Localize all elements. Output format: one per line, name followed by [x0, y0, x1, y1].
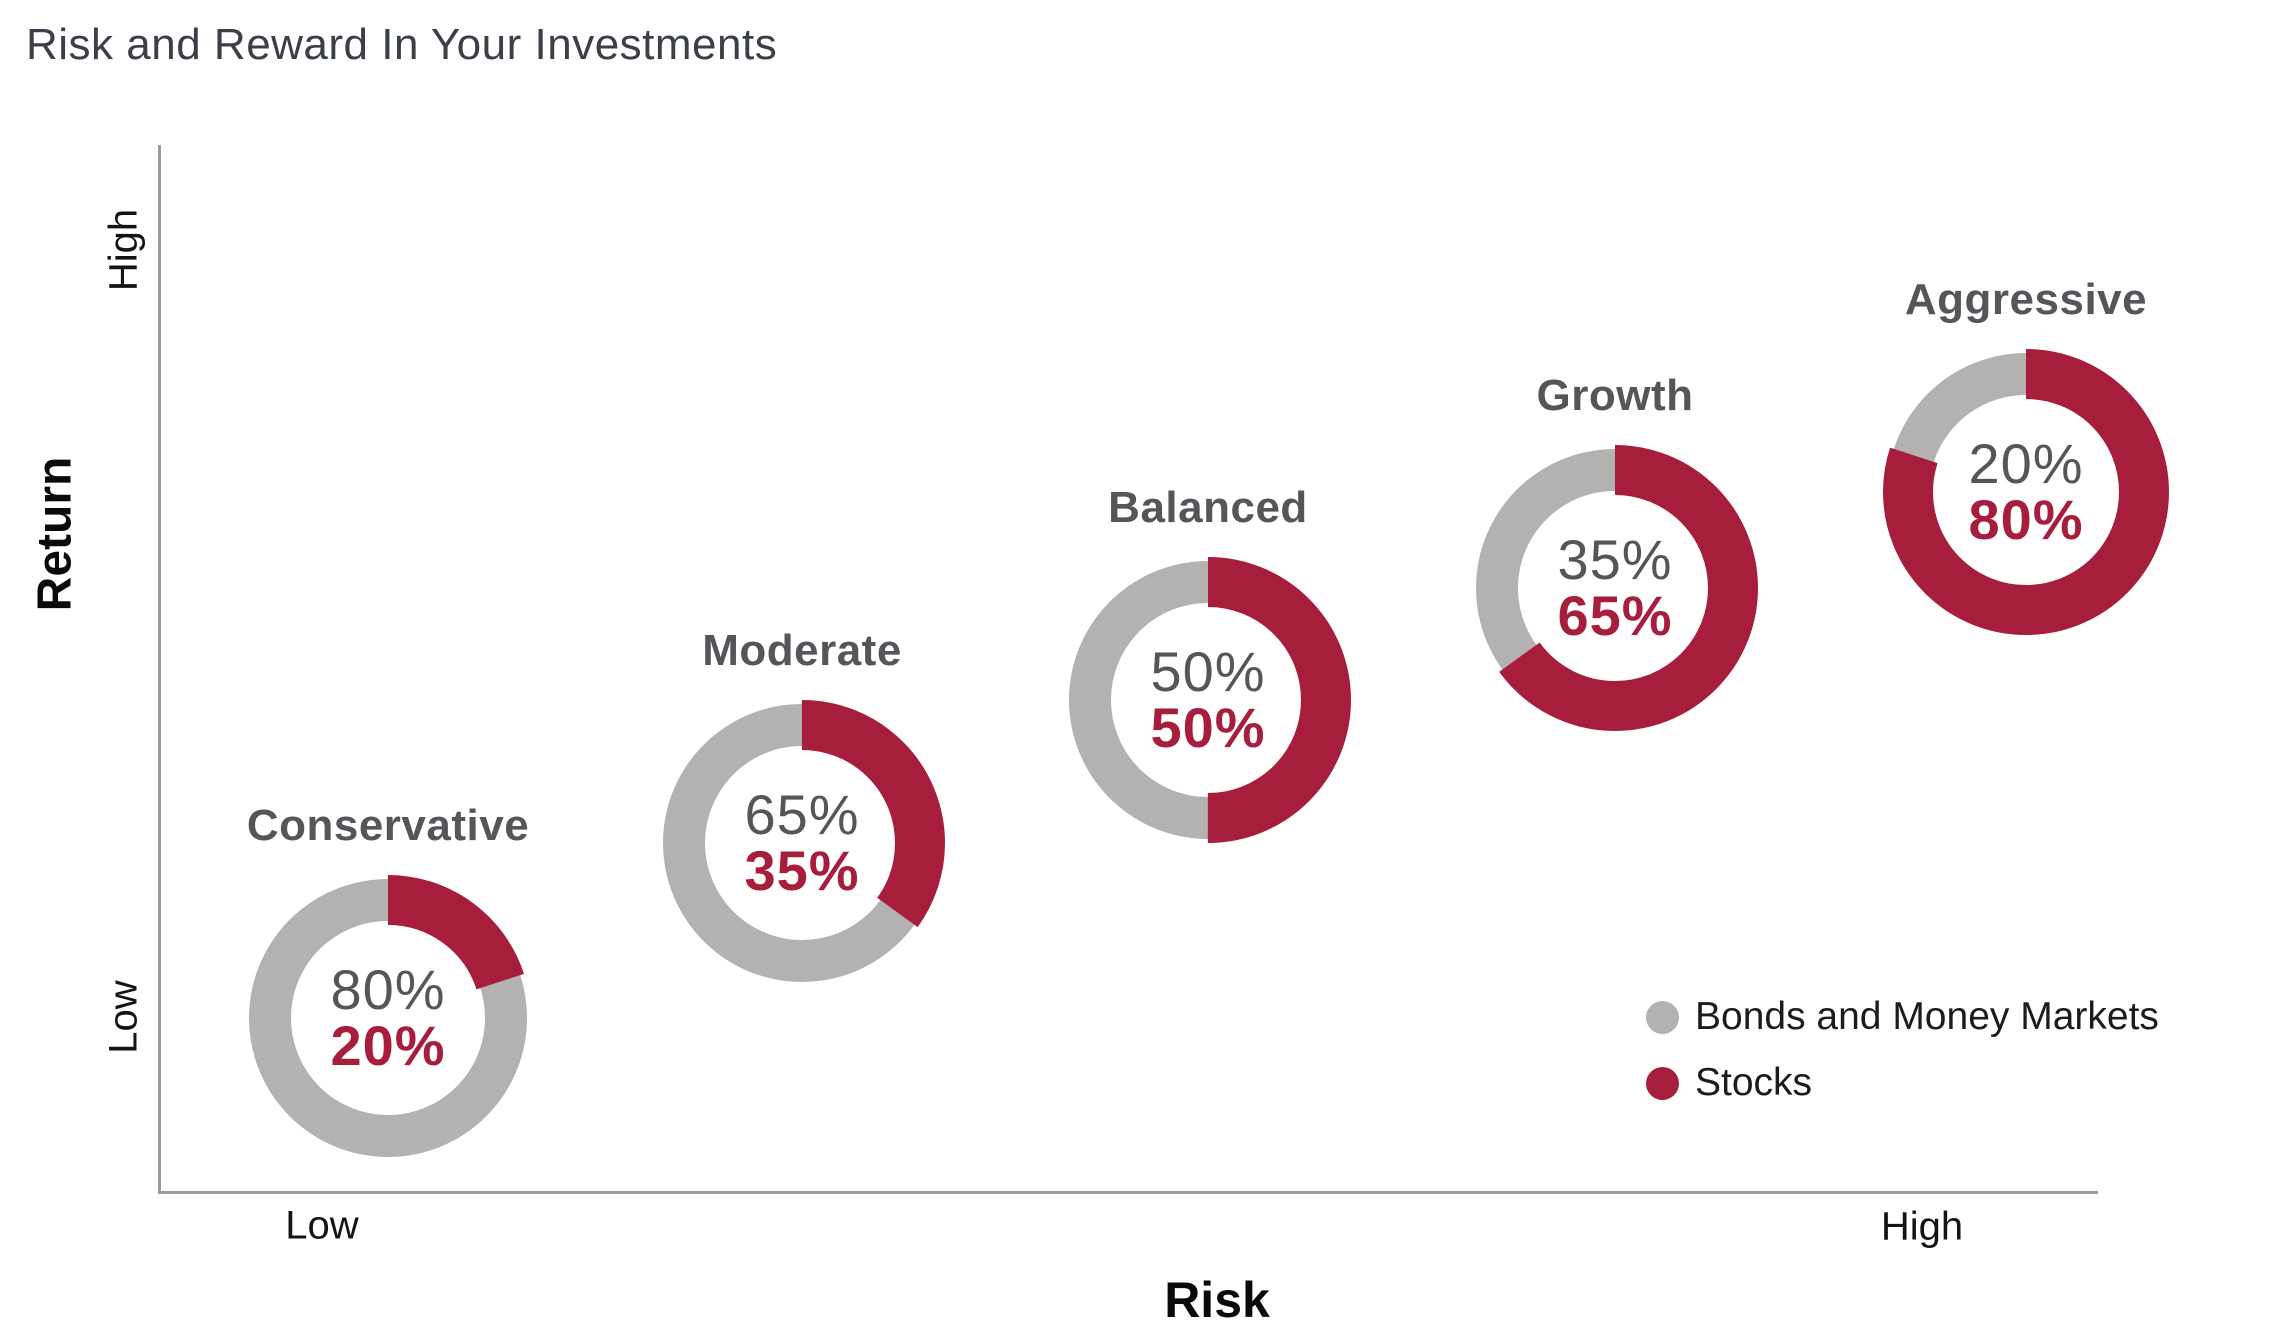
- donut-ring: [1883, 349, 2169, 635]
- donut-label-growth: Growth: [1536, 371, 1694, 420]
- donut-label-moderate: Moderate: [702, 626, 902, 675]
- donut-ring: [659, 700, 945, 986]
- legend-label: Stocks: [1695, 1061, 1813, 1104]
- stocks-arc: [1883, 349, 2169, 635]
- donut-aggressive: 20% 80%: [1881, 347, 2171, 637]
- x-tick-high: High: [1880, 1204, 1964, 1249]
- stocks-percent: 50%: [1150, 696, 1266, 759]
- y-tick-high: High: [101, 208, 146, 292]
- donut-ring: [1065, 557, 1351, 843]
- stocks-swatch-icon: [1646, 1066, 1679, 1100]
- stocks-percent: 35%: [744, 839, 860, 902]
- bonds-percent: 50%: [1150, 640, 1266, 703]
- y-axis-line: [158, 145, 161, 1193]
- x-axis-title: Risk: [1164, 1272, 1270, 1328]
- donut-label-balanced: Balanced: [1108, 483, 1308, 532]
- stocks-arc: [659, 700, 945, 986]
- stocks-percent: 20%: [330, 1014, 446, 1077]
- bonds-percent: 65%: [744, 783, 860, 846]
- donut-values: 80% 20%: [243, 873, 533, 1163]
- donut-values: 50% 50%: [1063, 555, 1353, 845]
- donut-ring: [245, 875, 531, 1161]
- legend-item-bonds: Bonds and Money Markets: [1646, 984, 2159, 1050]
- stocks-arc: [1065, 557, 1351, 843]
- bonds-percent: 35%: [1557, 528, 1673, 591]
- donut-balanced: 50% 50%: [1063, 555, 1353, 845]
- donut-values: 65% 35%: [657, 698, 947, 988]
- stocks-percent: 65%: [1557, 584, 1673, 647]
- stocks-percent: 80%: [1968, 488, 2084, 551]
- donut-values: 35% 65%: [1470, 443, 1760, 733]
- stocks-arc: [1472, 445, 1758, 731]
- bonds-percent: 80%: [330, 958, 446, 1021]
- donut-moderate: 65% 35%: [657, 698, 947, 988]
- bonds-percent: 20%: [1968, 432, 2084, 495]
- stocks-arc: [245, 875, 531, 1161]
- donut-conservative: 80% 20%: [243, 873, 533, 1163]
- chart-title: Risk and Reward In Your Investments: [26, 20, 778, 69]
- x-tick-low: Low: [285, 1203, 359, 1248]
- donut-growth: 35% 65%: [1470, 443, 1760, 733]
- bonds-swatch-icon: [1646, 1000, 1679, 1034]
- donut-ring: [1472, 445, 1758, 731]
- legend: Bonds and Money Markets Stocks: [1646, 984, 2159, 1116]
- legend-item-stocks: Stocks: [1646, 1050, 2159, 1116]
- y-tick-low: Low: [101, 980, 146, 1054]
- donut-values: 20% 80%: [1881, 347, 2171, 637]
- y-axis-title: Return: [28, 456, 82, 612]
- donut-label-aggressive: Aggressive: [1904, 275, 2148, 324]
- legend-label: Bonds and Money Markets: [1695, 995, 2159, 1038]
- donut-label-conservative: Conservative: [246, 801, 530, 850]
- x-axis-line: [158, 1191, 2098, 1194]
